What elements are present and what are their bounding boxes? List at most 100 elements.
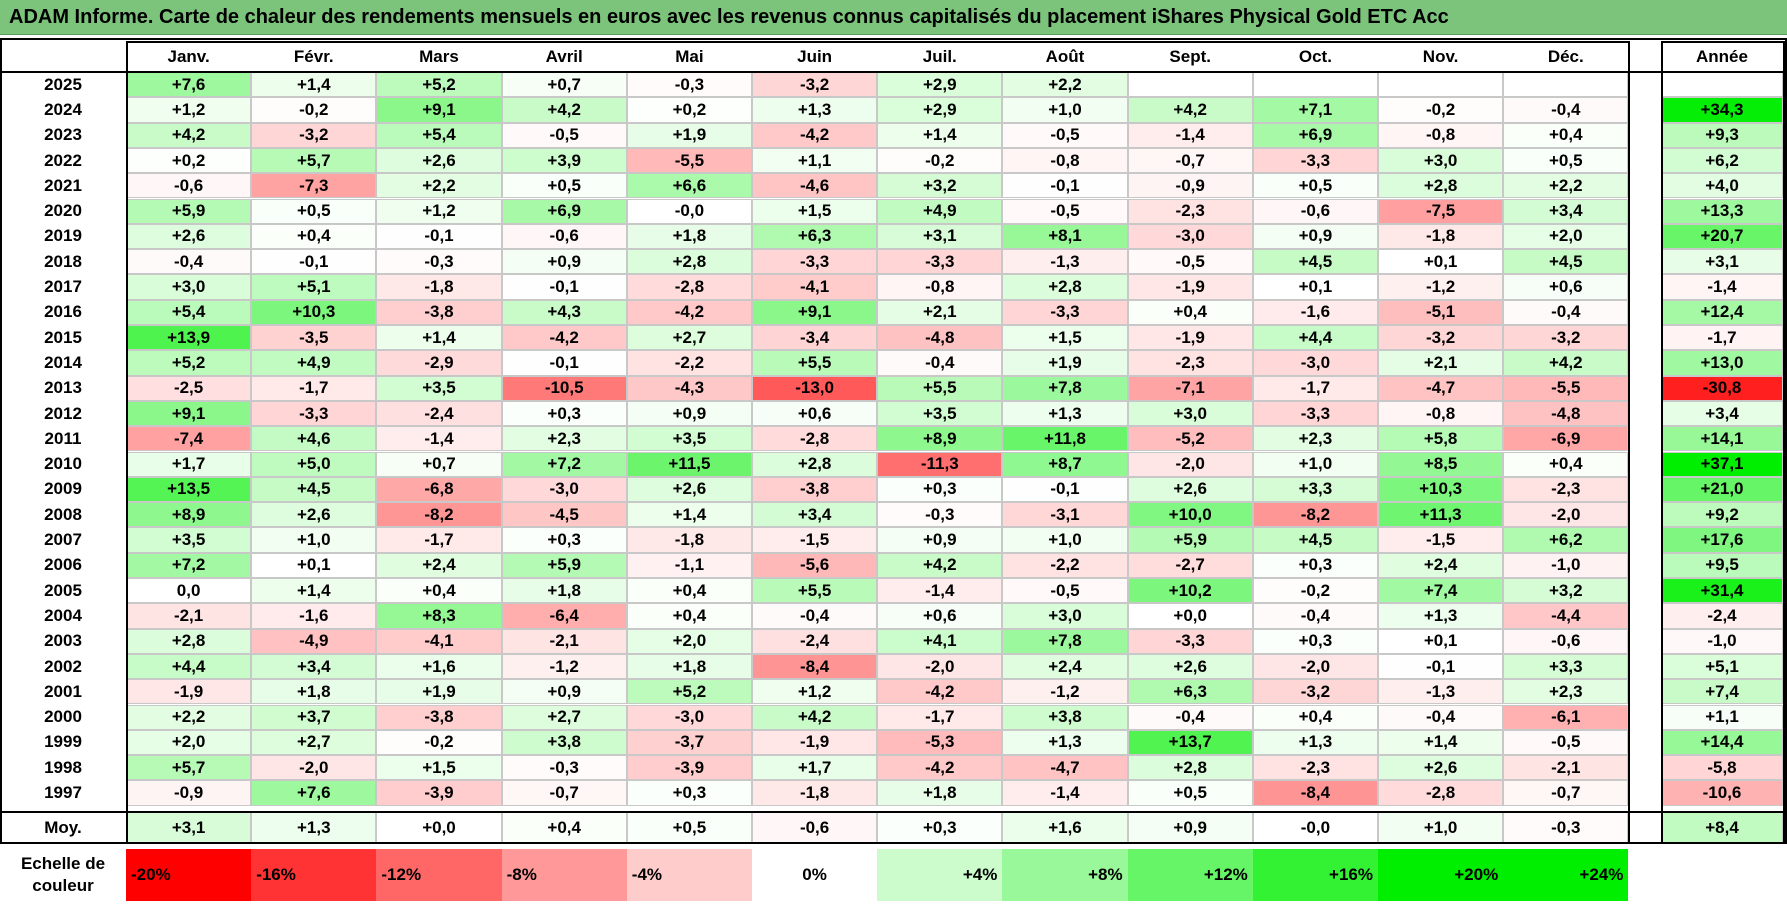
row-year-label: 2016 [44, 302, 82, 322]
heat-cell: +0,1 [1378, 628, 1504, 654]
heat-cell: +0,5 [501, 173, 627, 199]
year-total-cell [1661, 72, 1783, 98]
year-header: Année [1661, 41, 1783, 72]
heat-cell: +7,2 [126, 552, 252, 578]
heat-cell: +1,5 [376, 755, 502, 781]
heat-cell: -3,2 [1503, 325, 1629, 351]
average-cell: +0,0 [376, 812, 502, 843]
heat-cell: +0,5 [251, 198, 377, 224]
legend-swatch: -12% [376, 849, 502, 901]
heat-cell: -2,5 [126, 375, 252, 401]
heat-cell [1252, 72, 1378, 98]
average-label: Moy. [44, 817, 82, 837]
heat-cell: -7,3 [251, 173, 377, 199]
year-total-cell: -2,4 [1661, 603, 1783, 629]
year-total-cell: +9,3 [1661, 122, 1783, 148]
average-cell: +0,3 [877, 812, 1003, 843]
heat-cell: +1,9 [1002, 350, 1128, 376]
heat-cell: -8,4 [1252, 780, 1378, 806]
heat-cell: -3,2 [251, 122, 377, 148]
heat-cell: -1,0 [1503, 552, 1629, 578]
heat-cell: 0,0 [126, 578, 252, 604]
heat-cell: +0,7 [376, 451, 502, 477]
year-total-cell: +37,1 [1661, 451, 1783, 477]
legend-swatch: 0% [752, 849, 878, 901]
heat-cell: +3,3 [1252, 476, 1378, 503]
legend-label-line1: Echelle de [20, 854, 106, 873]
heat-cell: -1,3 [1378, 679, 1504, 705]
heat-cell: -1,3 [1002, 249, 1128, 275]
heat-cell: -2,0 [1127, 451, 1253, 477]
heat-cell: -2,1 [126, 603, 252, 629]
heat-cell: +5,2 [376, 72, 502, 98]
heat-cell: +2,1 [1378, 350, 1504, 376]
heat-cell: +1,9 [626, 122, 752, 148]
heat-cell: +3,5 [126, 527, 252, 553]
average-cell: +0,4 [501, 812, 627, 843]
average-cell: +0,5 [626, 812, 752, 843]
heat-cell: +0,9 [1252, 223, 1378, 250]
heat-cell: +4,2 [1503, 350, 1629, 376]
heat-cell: +1,8 [251, 679, 377, 705]
heat-cell: +0,3 [626, 780, 752, 806]
heat-cell: +0,2 [626, 97, 752, 123]
month-header: Févr. [251, 41, 377, 72]
heat-cell: -0,4 [877, 350, 1003, 376]
heat-cell: +8,9 [877, 426, 1003, 452]
heat-cell: +0,9 [626, 400, 752, 427]
legend-label: Echelle de couleur [0, 849, 126, 901]
heat-cell: +2,2 [1503, 173, 1629, 199]
heat-cell: +1,0 [1252, 451, 1378, 477]
row-year-label: 2008 [44, 504, 82, 524]
month-header: Avril [501, 41, 627, 72]
heat-cell: +2,7 [251, 729, 377, 756]
chart-title: ADAM Informe. Carte de chaleur des rende… [9, 6, 1449, 28]
row-year-label: 2024 [44, 99, 82, 119]
heat-cell: -2,3 [1127, 350, 1253, 376]
heat-cell: +0,6 [752, 400, 878, 427]
heat-cell: +3,7 [251, 704, 377, 730]
title-bar: ADAM Informe. Carte de chaleur des rende… [0, 0, 1787, 35]
heat-cell: +3,5 [877, 400, 1003, 427]
heat-cell: +1,4 [626, 502, 752, 528]
heat-cell: +0,9 [877, 527, 1003, 553]
heat-cell: +9,1 [376, 97, 502, 123]
month-header: Mai [626, 41, 752, 72]
heat-cell: +8,7 [1002, 451, 1128, 477]
heat-cell: +0,3 [877, 476, 1003, 503]
heat-cell: -0,1 [376, 223, 502, 250]
heat-cell: +1,5 [1002, 325, 1128, 351]
heat-cell: +1,3 [1378, 603, 1504, 629]
heat-cell: -1,7 [877, 704, 1003, 730]
heat-cell: +7,8 [1002, 628, 1128, 654]
heat-cell: -0,5 [1002, 198, 1128, 224]
heat-cell: +6,3 [1127, 679, 1253, 705]
heat-cell: +2,7 [626, 325, 752, 351]
heat-cell: +0,5 [1127, 780, 1253, 806]
heat-cell: -13,0 [752, 375, 878, 401]
row-year-label: 2012 [44, 403, 82, 423]
heat-cell: +4,6 [251, 426, 377, 452]
heat-cell: +3,4 [1503, 198, 1629, 224]
year-total-cell: +6,2 [1661, 147, 1783, 174]
heat-cell: -2,3 [1127, 198, 1253, 224]
heat-cell: +1,4 [877, 122, 1003, 148]
heat-cell: +1,2 [126, 97, 252, 123]
heat-cell: +4,2 [1127, 97, 1253, 123]
year-total-cell: -1,4 [1661, 274, 1783, 300]
heat-cell: -5,2 [1127, 426, 1253, 452]
heat-cell: -4,2 [501, 325, 627, 351]
heat-cell: +8,5 [1378, 451, 1504, 477]
heat-cell: +1,4 [251, 72, 377, 98]
heat-cell: +0,1 [251, 552, 377, 578]
heat-cell: -0,1 [251, 249, 377, 275]
heat-cell: +3,3 [1503, 653, 1629, 680]
row-year-label: 1997 [44, 783, 82, 803]
row-year-label: 2007 [44, 530, 82, 550]
heat-cell: -3,8 [376, 704, 502, 730]
heat-cell: -0,2 [1252, 578, 1378, 604]
heat-cell: -4,6 [752, 173, 878, 199]
heat-cell: +2,0 [626, 628, 752, 654]
heat-cell: -0,2 [877, 147, 1003, 174]
heat-cell: -6,8 [376, 476, 502, 503]
